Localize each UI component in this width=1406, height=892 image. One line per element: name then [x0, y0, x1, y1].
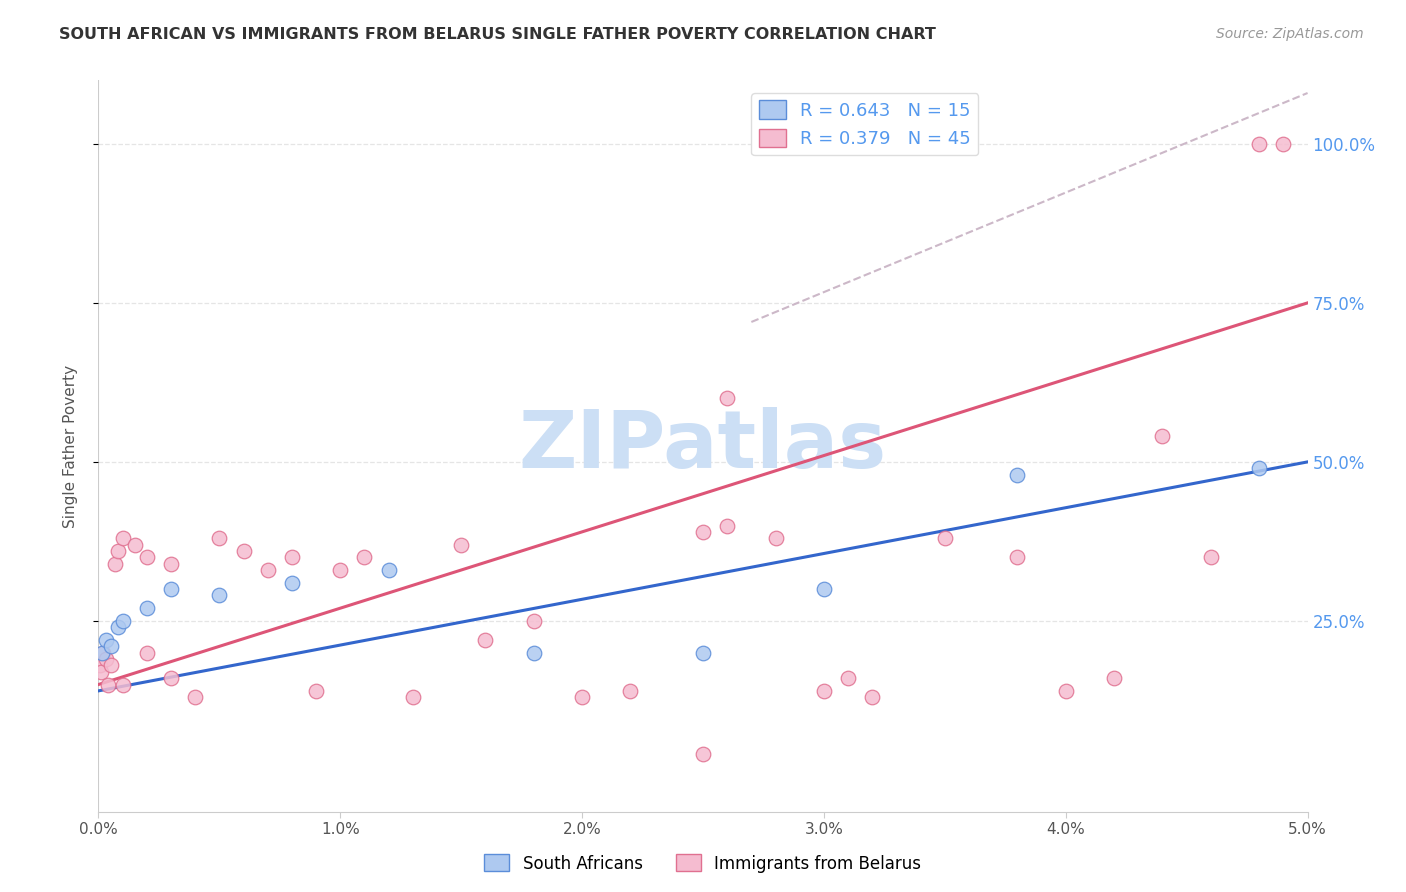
- Point: [402, 690, 425, 705]
- Point: [765, 531, 787, 545]
- Legend: South Africans, Immigrants from Belarus: South Africans, Immigrants from Belarus: [478, 847, 928, 880]
- Point: [91, 646, 114, 660]
- Point: [837, 671, 859, 685]
- Point: [692, 747, 714, 762]
- Point: [97, 677, 120, 691]
- Point: [813, 582, 835, 596]
- Point: [111, 614, 134, 628]
- Point: [1272, 136, 1295, 151]
- Point: [107, 544, 129, 558]
- Text: Source: ZipAtlas.com: Source: ZipAtlas.com: [1216, 27, 1364, 41]
- Point: [450, 538, 472, 552]
- Point: [111, 677, 134, 691]
- Point: [89, 658, 111, 673]
- Point: [619, 684, 641, 698]
- Point: [208, 531, 231, 545]
- Legend: R = 0.643   N = 15, R = 0.379   N = 45: R = 0.643 N = 15, R = 0.379 N = 45: [751, 93, 979, 155]
- Point: [91, 646, 114, 660]
- Point: [90, 665, 112, 679]
- Point: [256, 563, 278, 577]
- Point: [107, 620, 129, 634]
- Text: SOUTH AFRICAN VS IMMIGRANTS FROM BELARUS SINGLE FATHER POVERTY CORRELATION CHART: SOUTH AFRICAN VS IMMIGRANTS FROM BELARUS…: [59, 27, 936, 42]
- Point: [208, 589, 231, 603]
- Point: [94, 652, 117, 666]
- Point: [1199, 550, 1222, 565]
- Point: [523, 646, 546, 660]
- Point: [160, 671, 183, 685]
- Point: [1054, 684, 1077, 698]
- Point: [160, 582, 183, 596]
- Point: [135, 601, 157, 615]
- Point: [692, 646, 714, 660]
- Point: [111, 531, 134, 545]
- Point: [100, 658, 122, 673]
- Point: [124, 538, 146, 552]
- Point: [813, 684, 835, 698]
- Point: [1249, 461, 1271, 475]
- Point: [1007, 467, 1029, 482]
- Point: [94, 632, 117, 647]
- Point: [1007, 550, 1029, 565]
- Point: [523, 614, 546, 628]
- Point: [860, 690, 883, 705]
- Point: [160, 557, 183, 571]
- Text: ZIPatlas: ZIPatlas: [519, 407, 887, 485]
- Point: [934, 531, 956, 545]
- Point: [692, 524, 714, 539]
- Point: [232, 544, 254, 558]
- Point: [135, 550, 157, 565]
- Point: [571, 690, 593, 705]
- Point: [184, 690, 207, 705]
- Point: [281, 575, 304, 590]
- Point: [104, 557, 127, 571]
- Point: [474, 632, 496, 647]
- Point: [100, 640, 122, 654]
- Point: [716, 392, 738, 406]
- Point: [1249, 136, 1271, 151]
- Point: [281, 550, 304, 565]
- Point: [1102, 671, 1125, 685]
- Point: [377, 563, 399, 577]
- Point: [305, 684, 328, 698]
- Point: [1152, 429, 1174, 443]
- Point: [135, 646, 157, 660]
- Point: [716, 518, 738, 533]
- Point: [353, 550, 375, 565]
- Y-axis label: Single Father Poverty: Single Father Poverty: [63, 365, 77, 527]
- Point: [329, 563, 352, 577]
